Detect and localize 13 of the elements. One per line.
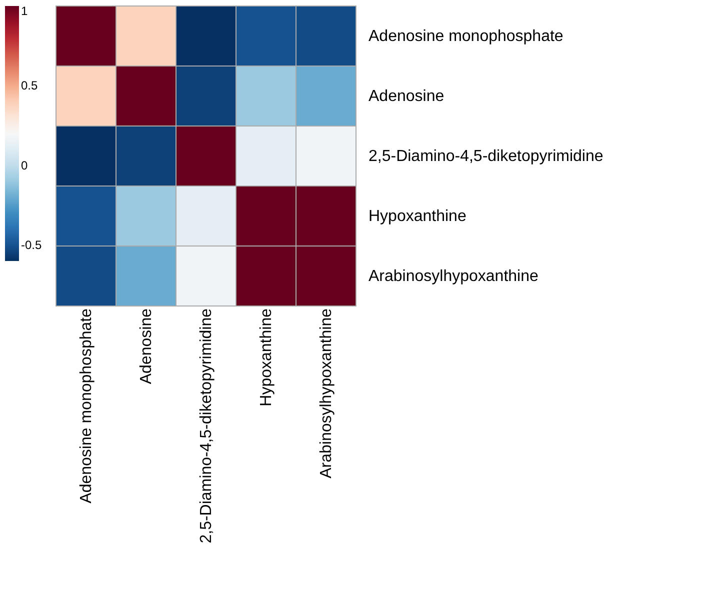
y-tick-label: 2,5-Diamino-4,5-diketopyrimidine (368, 148, 604, 165)
x-tick-label: Adenosine (138, 308, 155, 384)
y-tick-label: Adenosine (368, 88, 444, 105)
x-tick-label: 2,5-Diamino-4,5-diketopyrimidine (198, 308, 215, 544)
x-tick-label: Adenosine monophosphate (78, 308, 95, 504)
x-tick-label: Hypoxanthine (258, 308, 275, 406)
color-bar-label: 0 (21, 158, 28, 172)
y-tick-label: Adenosine monophosphate (368, 28, 564, 45)
y-tick-label: Hypoxanthine (368, 208, 466, 225)
y-tick-label: Arabinosylhypoxanthine (368, 268, 538, 285)
color-bar-label: 0.5 (21, 78, 38, 93)
color-bar-label: 1 (21, 4, 28, 18)
color-bar-label: -0.5 (21, 238, 42, 252)
